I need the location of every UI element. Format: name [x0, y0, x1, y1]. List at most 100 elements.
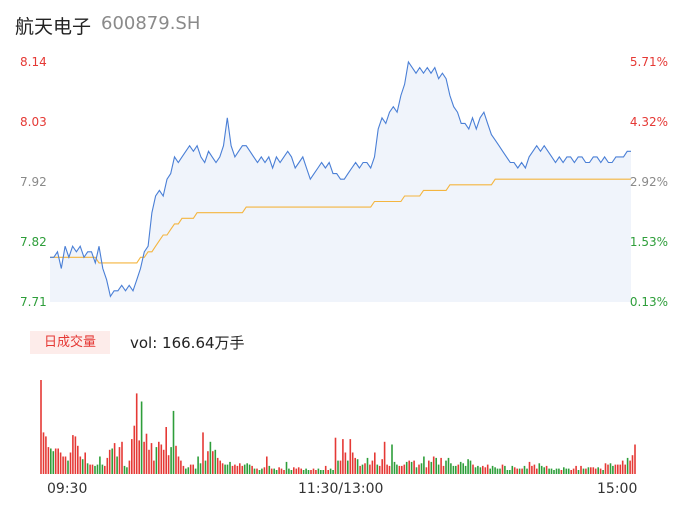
- volume-bar: [231, 465, 234, 474]
- volume-bar: [629, 460, 631, 474]
- volume-bar: [558, 468, 560, 474]
- volume-bar: [408, 460, 410, 474]
- volume-bar: [504, 465, 506, 474]
- volume-bar: [342, 439, 344, 474]
- volume-bar: [405, 461, 408, 474]
- volume-bar: [447, 457, 450, 474]
- volume-bar: [158, 441, 160, 474]
- volume-bar: [479, 467, 482, 474]
- volume-bar: [543, 467, 545, 474]
- time-tick-midday: 11:30/13:00: [298, 481, 384, 497]
- volume-bar: [86, 463, 89, 474]
- volume-bar: [67, 460, 69, 474]
- volume-bar: [359, 465, 361, 474]
- volume-bar: [302, 470, 305, 474]
- volume-bar: [116, 456, 118, 474]
- volume-bar: [153, 460, 155, 474]
- volume-bar: [320, 470, 322, 474]
- volume-bar: [550, 468, 553, 474]
- volume-bar: [185, 468, 187, 474]
- volume-bar: [175, 445, 177, 474]
- volume-bar: [322, 470, 325, 474]
- volume-bar: [486, 464, 489, 474]
- volume-bar: [118, 447, 121, 474]
- volume-bar: [599, 468, 602, 474]
- volume-bar: [459, 461, 462, 474]
- volume-bar: [396, 464, 398, 474]
- price-tick-label: 7.82: [20, 235, 47, 249]
- volume-bar: [133, 425, 136, 474]
- volume-bar: [491, 465, 494, 474]
- volume-bar: [472, 464, 474, 474]
- volume-bar: [312, 468, 315, 474]
- volume-bar: [536, 468, 538, 474]
- volume-bar: [72, 435, 74, 474]
- volume-bar: [64, 456, 67, 474]
- volume-bar: [126, 467, 128, 474]
- volume-bar: [251, 465, 253, 474]
- volume-bar: [256, 468, 258, 474]
- volume-bar: [295, 468, 298, 474]
- volume-bar: [121, 441, 123, 474]
- volume-bar: [366, 457, 369, 474]
- volume-bar: [563, 467, 565, 474]
- stock-code: 600879.SH: [101, 13, 201, 34]
- volume-bar: [609, 463, 612, 474]
- volume-bar: [415, 467, 418, 474]
- volume-bar: [378, 465, 381, 474]
- volume-readout: vol: 166.64万手: [130, 334, 245, 352]
- volume-bar: [538, 463, 541, 474]
- volume-bar: [165, 427, 167, 474]
- volume-bar: [99, 456, 101, 474]
- volume-bar: [565, 468, 568, 474]
- volume-bar: [575, 465, 577, 474]
- volume-bar: [327, 470, 329, 474]
- price-tick-label: 7.92: [20, 175, 47, 189]
- volume-bar: [540, 465, 543, 474]
- volume-bar: [626, 457, 629, 474]
- volume-bar: [167, 455, 170, 474]
- volume-bar: [545, 465, 548, 474]
- price-area-fill: [50, 62, 631, 302]
- volume-bar: [300, 468, 302, 474]
- volume-bar: [604, 463, 607, 474]
- volume-bar: [511, 465, 514, 474]
- volume-bar: [140, 401, 143, 474]
- volume-bar: [457, 464, 460, 474]
- volume-bar: [77, 445, 79, 474]
- daily-volume-button[interactable]: 日成交量: [30, 331, 110, 354]
- volume-bar: [437, 464, 440, 474]
- volume-bar: [226, 464, 229, 474]
- volume-bar: [445, 460, 447, 474]
- volume-bar: [266, 456, 268, 474]
- volume-bar: [580, 465, 582, 474]
- volume-bar: [560, 470, 563, 474]
- percent-tick-label: 0.13%: [629, 295, 668, 309]
- price-tick-label: 7.71: [20, 295, 47, 309]
- percent-tick-label: 2.92%: [629, 175, 668, 189]
- volume-bar: [258, 470, 261, 474]
- volume-bar: [594, 468, 597, 474]
- volume-bar: [391, 444, 393, 474]
- volume-bar: [108, 449, 111, 474]
- volume-bar: [430, 461, 433, 474]
- volume-bar: [634, 444, 636, 474]
- volume-bar: [592, 467, 595, 474]
- volume-bar: [374, 452, 376, 474]
- volume-bar: [182, 465, 185, 474]
- volume-bar: [339, 460, 342, 474]
- volume-bar: [572, 468, 575, 474]
- volume-bar: [614, 464, 617, 474]
- volume-bar: [364, 463, 366, 474]
- volume-bar: [113, 443, 116, 474]
- volume-bar: [57, 448, 59, 474]
- volume-bar: [42, 432, 45, 474]
- volume-bar: [347, 460, 349, 474]
- volume-bar: [91, 464, 94, 474]
- volume-bar: [398, 465, 401, 474]
- volume-bar: [548, 468, 550, 474]
- volume-bar: [501, 464, 504, 474]
- volume-bar: [420, 463, 423, 474]
- volume-bar: [40, 380, 42, 474]
- volume-bar: [47, 447, 50, 474]
